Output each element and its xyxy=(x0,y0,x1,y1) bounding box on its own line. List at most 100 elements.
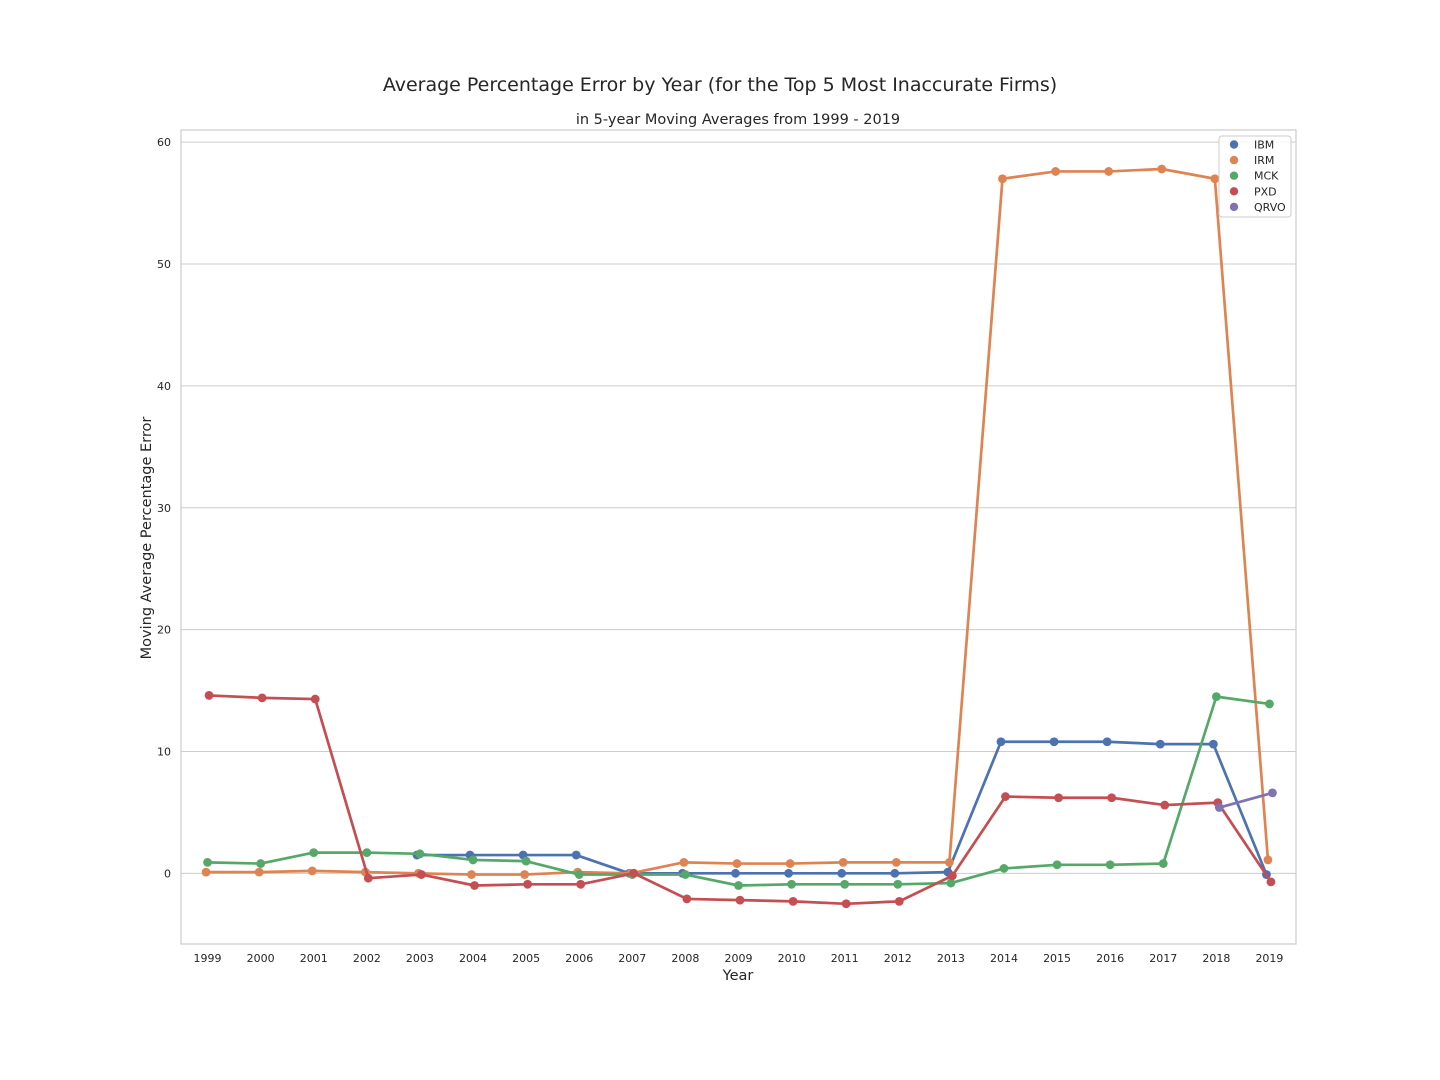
legend-marker-irm xyxy=(1229,155,1239,165)
data-point-pxd-2013 xyxy=(947,871,957,881)
y-axis-ticks: 0 10 20 30 40 50 60 xyxy=(157,136,171,880)
x-tick-label: 2002 xyxy=(353,952,381,965)
x-tick-label: 2015 xyxy=(1043,952,1071,965)
x-tick-label: 2000 xyxy=(247,952,275,965)
data-point-mck-2012 xyxy=(893,879,903,889)
data-point-pxd-2002 xyxy=(363,873,373,883)
y-tick-label: 0 xyxy=(164,867,171,880)
data-point-irm-2015 xyxy=(1051,167,1060,176)
legend-label-irm: IRM xyxy=(1254,154,1274,167)
x-tick-label: 2014 xyxy=(990,952,1018,965)
data-point-pxd-2003 xyxy=(417,870,426,879)
data-point-mck-2005 xyxy=(521,856,531,866)
data-point-irm-2012 xyxy=(891,857,901,867)
data-point-mck-2000 xyxy=(256,859,266,868)
x-tick-label: 2010 xyxy=(778,952,806,965)
data-point-irm-2000 xyxy=(254,867,264,877)
data-point-mck-2014 xyxy=(999,864,1009,873)
data-point-irm-2011 xyxy=(838,857,848,867)
data-point-irm-2018 xyxy=(1210,174,1220,184)
y-tick-label: 10 xyxy=(157,745,171,758)
data-point-ibm-2006 xyxy=(571,850,581,860)
legend-marker-pxd xyxy=(1229,187,1239,196)
chart-subtitle: in 5-year Moving Averages from 1999 - 20… xyxy=(576,112,900,128)
data-point-pxd-2015 xyxy=(1054,793,1063,803)
data-point-irm-2017 xyxy=(1157,164,1167,174)
data-point-mck-2006 xyxy=(574,870,584,879)
y-tick-label: 20 xyxy=(157,624,171,637)
x-tick-label: 2001 xyxy=(300,952,328,965)
data-point-irm-2001 xyxy=(307,866,317,876)
data-point-ibm-2009 xyxy=(731,868,740,878)
data-point-pxd-2014 xyxy=(1001,792,1010,801)
legend-label-pxd: PXD xyxy=(1254,185,1277,198)
y-tick-label: 50 xyxy=(157,258,171,271)
data-point-mck-2001 xyxy=(309,848,319,858)
series-line-qrvo xyxy=(1218,791,1273,809)
legend-marker-qrvo xyxy=(1229,202,1239,212)
data-point-pxd-2012 xyxy=(894,896,904,906)
data-point-pxd-2011 xyxy=(841,899,851,909)
data-point-irm-2016 xyxy=(1104,167,1114,176)
x-tick-label: 2006 xyxy=(565,952,593,965)
x-tick-label: 2018 xyxy=(1202,952,1230,965)
data-point-mck-2008 xyxy=(681,870,690,879)
data-point-qrvo-2018 xyxy=(1214,803,1224,812)
data-point-irm-2004 xyxy=(467,870,476,879)
data-point-ibm-2014 xyxy=(996,737,1006,747)
x-tick-label: 2009 xyxy=(725,952,753,965)
legend: IBM IRM MCK PXD QRVO xyxy=(1218,135,1292,218)
data-point-ibm-2016 xyxy=(1102,737,1112,747)
series-mck xyxy=(203,692,1274,890)
series-pxd xyxy=(204,691,1276,909)
data-point-mck-2019 xyxy=(1265,699,1274,709)
data-point-mck-2017 xyxy=(1158,859,1168,868)
data-point-mck-2009 xyxy=(734,881,743,890)
x-tick-label: 2005 xyxy=(512,952,540,965)
y-tick-label: 60 xyxy=(157,136,171,149)
data-point-mck-2011 xyxy=(840,879,850,889)
chart-title: Average Percentage Error by Year (for th… xyxy=(383,74,1057,96)
legend-marker-ibm xyxy=(1229,140,1239,149)
data-point-ibm-2015 xyxy=(1049,737,1059,747)
data-point-mck-2013 xyxy=(946,878,956,888)
data-point-pxd-2016 xyxy=(1107,793,1117,803)
x-axis-label: Year xyxy=(722,968,754,984)
x-tick-label: 2016 xyxy=(1096,952,1124,965)
data-point-ibm-2011 xyxy=(837,868,847,878)
series-line-mck xyxy=(207,695,1270,887)
data-point-mck-2010 xyxy=(787,879,796,889)
legend-marker-mck xyxy=(1229,171,1239,180)
data-point-mck-1999 xyxy=(203,857,212,867)
x-tick-label: 2012 xyxy=(884,952,912,965)
data-point-mck-2002 xyxy=(362,848,372,858)
x-tick-label: 2007 xyxy=(618,952,646,965)
data-point-ibm-2010 xyxy=(784,868,793,878)
x-tick-label: 2011 xyxy=(831,952,859,965)
data-point-qrvo-2019 xyxy=(1268,788,1277,798)
data-point-mck-2018 xyxy=(1211,692,1221,702)
data-point-pxd-2005 xyxy=(523,879,533,889)
data-point-irm-2008 xyxy=(679,857,689,867)
data-point-pxd-2001 xyxy=(310,694,320,704)
data-point-pxd-2008 xyxy=(682,894,692,904)
data-point-ibm-2017 xyxy=(1155,739,1165,749)
data-point-ibm-2018 xyxy=(1208,739,1218,749)
legend-label-qrvo: QRVO xyxy=(1254,201,1286,214)
data-point-irm-1999 xyxy=(201,867,211,877)
data-point-pxd-2000 xyxy=(257,693,267,703)
legend-label-mck: MCK xyxy=(1254,170,1279,183)
data-point-pxd-2009 xyxy=(735,895,745,905)
series-line-ibm xyxy=(416,740,1268,876)
data-point-irm-2010 xyxy=(785,859,795,868)
data-point-pxd-1999 xyxy=(204,691,214,700)
x-tick-label: 2017 xyxy=(1149,952,1177,965)
x-tick-label: 2004 xyxy=(459,952,487,965)
data-point-mck-2003 xyxy=(415,849,425,859)
data-point-pxd-2004 xyxy=(470,881,479,890)
data-point-irm-2013 xyxy=(944,857,954,867)
y-tick-label: 40 xyxy=(157,380,171,393)
series-irm xyxy=(201,164,1273,879)
